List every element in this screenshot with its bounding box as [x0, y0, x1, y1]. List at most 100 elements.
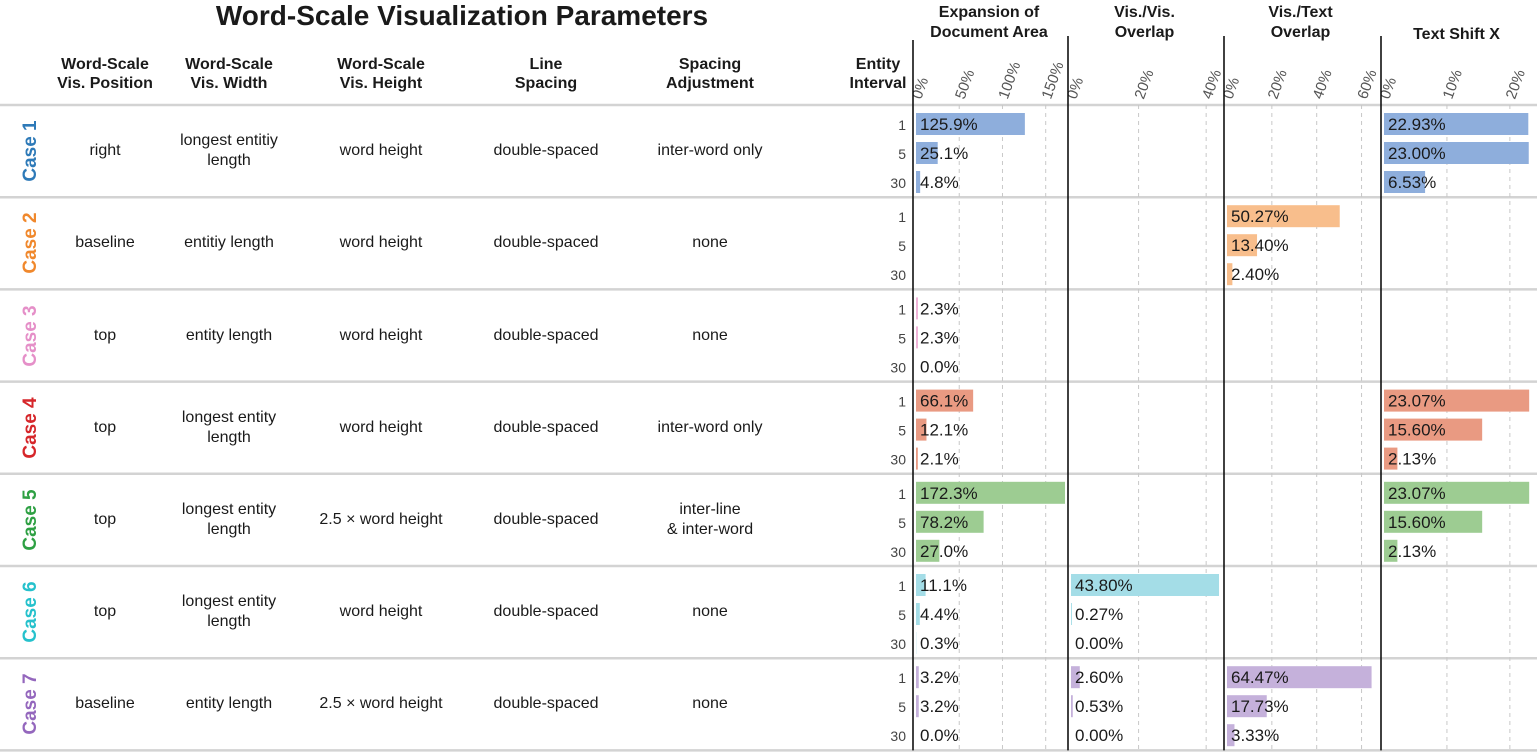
- tick-label: 0%: [1220, 75, 1243, 101]
- data-label: 3.2%: [920, 697, 959, 716]
- interval-label: 30: [890, 175, 906, 191]
- header-position: Word-Scale Vis. Position: [57, 56, 153, 92]
- interval-label: 30: [890, 636, 906, 652]
- cell-height: word height: [339, 142, 423, 160]
- data-label: 0.00%: [1075, 726, 1123, 745]
- tick-label: 0%: [909, 75, 932, 101]
- cell-width: longest entity length: [181, 593, 277, 631]
- header-height: Word-Scale Vis. Height: [337, 56, 425, 92]
- tick-label: 100%: [995, 59, 1024, 101]
- cell-line-spacing: double-spaced: [493, 418, 599, 436]
- bar: [1384, 481, 1530, 504]
- cell-width: entitiy length: [184, 234, 274, 252]
- interval-label: 1: [898, 394, 906, 410]
- data-label: 15.60%: [1388, 421, 1446, 440]
- interval-label: 30: [890, 728, 906, 744]
- header-width: Word-Scale Vis. Width: [185, 56, 273, 92]
- interval-label: 5: [898, 238, 906, 254]
- bar: [1384, 142, 1529, 164]
- tick-label: 0%: [1064, 75, 1087, 101]
- bar: [1384, 447, 1398, 470]
- interval-label: 30: [890, 359, 906, 375]
- bar: [1071, 666, 1080, 689]
- interval-label: 30: [890, 544, 906, 560]
- cell-position: top: [93, 418, 117, 436]
- cell-position: top: [93, 326, 117, 344]
- data-label: 125.9%: [920, 115, 978, 134]
- data-label: 64.47%: [1231, 668, 1289, 687]
- data-label: 13.40%: [1231, 236, 1289, 255]
- interval-label: 5: [898, 423, 906, 439]
- bar: [1227, 724, 1235, 747]
- panel-title-1: Expansion of: [939, 4, 1040, 21]
- cell-width: entity length: [185, 326, 273, 344]
- bar: [1227, 666, 1372, 689]
- panel-title-2: Overlap: [1115, 24, 1175, 41]
- header-line-spacing: Line Spacing: [514, 56, 578, 92]
- bar: [916, 326, 918, 349]
- cell-height: 2.5 × word height: [319, 695, 443, 713]
- data-label: 0.27%: [1075, 605, 1123, 624]
- cell-position: baseline: [75, 234, 135, 252]
- data-label: 2.13%: [1388, 450, 1436, 469]
- data-label: 25.1%: [920, 144, 968, 163]
- tick-label: 50%: [952, 67, 978, 101]
- bar: [916, 418, 927, 441]
- data-label: 0.0%: [920, 357, 959, 376]
- bar: [916, 695, 919, 718]
- data-label: 2.3%: [920, 299, 959, 318]
- bar: [916, 574, 926, 596]
- bar: [916, 666, 919, 689]
- data-label: 2.60%: [1075, 668, 1123, 687]
- cell-height: word height: [339, 234, 423, 252]
- bar: [916, 481, 1065, 504]
- interval-label: 5: [898, 515, 906, 531]
- cell-width: longest entitiy length: [180, 132, 278, 170]
- cell-line-spacing: double-spaced: [493, 510, 599, 528]
- cell-position: right: [89, 142, 121, 160]
- cell-spacing-adjustment: inter-line & inter-word: [666, 500, 754, 538]
- interval-label: 5: [898, 607, 906, 623]
- interval-label: 1: [898, 486, 906, 502]
- cell-position: baseline: [75, 695, 135, 713]
- data-label: 78.2%: [920, 513, 968, 532]
- data-label: 2.3%: [920, 328, 959, 347]
- bar: [916, 603, 920, 625]
- bar: [916, 171, 921, 193]
- cell-height: word height: [339, 603, 423, 621]
- cell-line-spacing: double-spaced: [493, 326, 599, 344]
- interval-label: 30: [890, 452, 906, 468]
- interval-label: 1: [898, 301, 906, 317]
- data-label: 0.53%: [1075, 697, 1123, 716]
- data-label: 22.93%: [1388, 115, 1446, 134]
- interval-label: 5: [898, 146, 906, 162]
- cell-line-spacing: double-spaced: [493, 142, 599, 160]
- tick-label: 20%: [1131, 67, 1157, 101]
- data-label: 6.53%: [1388, 173, 1436, 192]
- data-label: 3.2%: [920, 668, 959, 687]
- page-title: Word-Scale Visualization Parameters: [215, 0, 709, 31]
- cell-spacing-adjustment: none: [692, 695, 728, 713]
- bar: [916, 113, 1025, 135]
- interval-label: 5: [898, 699, 906, 715]
- bar: [1384, 113, 1529, 135]
- bar: [916, 539, 940, 562]
- bar: [1384, 389, 1530, 412]
- cell-line-spacing: double-spaced: [493, 695, 599, 713]
- tick-label: 0%: [1377, 75, 1400, 101]
- bar: [1227, 234, 1258, 257]
- data-label: 2.40%: [1231, 265, 1279, 284]
- bar: [1384, 418, 1483, 441]
- tick-label: 20%: [1503, 67, 1529, 101]
- tick-label: 40%: [1309, 67, 1335, 101]
- bar: [916, 142, 938, 164]
- cell-spacing-adjustment: none: [692, 234, 728, 252]
- bar: [1384, 510, 1483, 533]
- data-label: 3.33%: [1231, 726, 1279, 745]
- data-label: 2.13%: [1388, 542, 1436, 561]
- cell-height: 2.5 × word height: [319, 510, 443, 528]
- data-label: 12.1%: [920, 421, 968, 440]
- data-label: 27.0%: [920, 542, 968, 561]
- interval-label: 1: [898, 117, 906, 133]
- data-label: 4.8%: [920, 173, 959, 192]
